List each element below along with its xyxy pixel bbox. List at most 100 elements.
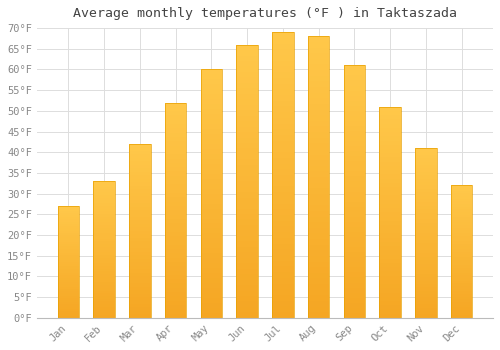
Bar xyxy=(344,187,365,191)
Bar xyxy=(308,273,330,279)
Bar xyxy=(308,290,330,295)
Bar xyxy=(308,233,330,239)
Bar xyxy=(451,278,472,281)
Bar xyxy=(272,146,293,152)
Bar xyxy=(236,181,258,187)
Bar xyxy=(165,314,186,318)
Bar xyxy=(272,95,293,101)
Bar xyxy=(451,206,472,209)
Bar xyxy=(58,316,79,318)
Bar xyxy=(344,272,365,278)
Bar xyxy=(415,280,436,284)
Bar xyxy=(58,295,79,298)
Bar xyxy=(380,314,401,318)
Bar xyxy=(200,134,222,139)
Bar xyxy=(451,254,472,257)
Bar xyxy=(94,296,115,299)
Bar xyxy=(415,148,436,152)
Bar xyxy=(129,273,150,276)
Bar xyxy=(165,176,186,180)
Bar xyxy=(129,234,150,238)
Bar xyxy=(415,165,436,168)
Bar xyxy=(308,267,330,273)
Bar xyxy=(165,301,186,305)
Bar xyxy=(308,284,330,290)
Bar xyxy=(236,176,258,181)
Bar xyxy=(451,304,472,307)
Bar xyxy=(380,246,401,250)
Bar xyxy=(344,136,365,141)
Bar xyxy=(415,155,436,158)
Bar xyxy=(272,192,293,198)
Bar xyxy=(165,103,186,107)
Bar xyxy=(58,307,79,309)
Bar xyxy=(58,242,79,244)
Bar xyxy=(129,199,150,203)
Bar xyxy=(129,245,150,248)
Bar xyxy=(165,128,186,133)
Bar xyxy=(236,170,258,176)
Bar xyxy=(380,271,401,276)
Bar xyxy=(200,69,222,75)
Bar xyxy=(129,165,150,168)
Bar xyxy=(236,44,258,50)
Bar xyxy=(451,315,472,318)
Bar xyxy=(200,313,222,318)
Bar xyxy=(451,299,472,302)
Bar xyxy=(308,104,330,110)
Bar xyxy=(272,135,293,141)
Bar xyxy=(165,266,186,271)
Bar xyxy=(380,297,401,301)
Bar xyxy=(94,247,115,250)
Bar xyxy=(272,261,293,266)
Bar xyxy=(451,191,472,193)
Bar xyxy=(58,217,79,219)
Bar xyxy=(344,202,365,207)
Bar xyxy=(451,267,472,270)
Bar xyxy=(415,308,436,311)
Bar xyxy=(165,120,186,124)
Bar xyxy=(129,255,150,259)
Bar xyxy=(165,141,186,146)
Bar xyxy=(308,87,330,93)
Bar xyxy=(236,56,258,61)
Bar xyxy=(308,36,330,42)
Bar xyxy=(165,223,186,228)
Bar xyxy=(200,283,222,288)
Bar xyxy=(165,284,186,288)
Bar xyxy=(200,288,222,293)
Bar xyxy=(308,279,330,284)
Bar xyxy=(129,203,150,206)
Bar xyxy=(451,209,472,212)
Bar xyxy=(380,259,401,263)
Bar xyxy=(272,101,293,106)
Bar xyxy=(451,199,472,201)
Bar xyxy=(58,231,79,233)
Bar xyxy=(272,38,293,44)
Bar xyxy=(451,204,472,206)
Bar xyxy=(272,249,293,255)
Bar xyxy=(451,257,472,260)
Bar xyxy=(236,236,258,241)
Bar xyxy=(94,277,115,280)
Bar xyxy=(236,99,258,105)
Bar xyxy=(380,162,401,166)
Bar xyxy=(236,154,258,159)
Bar xyxy=(129,224,150,228)
Bar xyxy=(380,254,401,259)
Bar xyxy=(94,310,115,313)
Bar xyxy=(415,162,436,165)
Bar xyxy=(94,233,115,236)
Bar xyxy=(165,193,186,197)
Bar xyxy=(200,243,222,248)
Bar xyxy=(415,186,436,189)
Bar xyxy=(94,258,115,260)
Bar xyxy=(129,182,150,186)
Bar xyxy=(344,65,365,70)
Bar xyxy=(58,235,79,237)
Bar xyxy=(94,252,115,255)
Bar xyxy=(451,313,472,315)
Bar xyxy=(129,217,150,220)
Bar xyxy=(380,199,401,204)
Bar xyxy=(236,307,258,313)
